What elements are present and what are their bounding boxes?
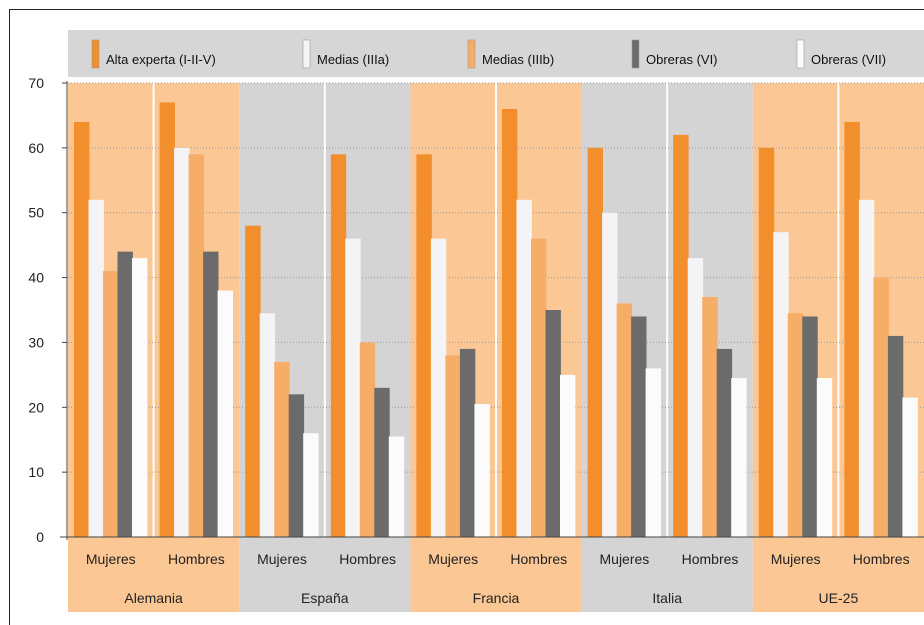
- bar: [288, 394, 305, 537]
- legend: Alta experta (I-II-V) Medias (IIIa) Medias…: [68, 30, 924, 77]
- bar: [816, 378, 833, 537]
- gender-label: Hombres: [510, 551, 567, 567]
- y-tick-label: 30: [28, 334, 44, 350]
- bar: [645, 368, 661, 537]
- country-label: Francia: [473, 590, 520, 606]
- bar: [359, 342, 376, 537]
- bar: [303, 433, 319, 537]
- legend-swatch: [467, 39, 476, 69]
- legend-swatch: [302, 39, 311, 69]
- bar: [74, 121, 90, 538]
- bar: [631, 316, 647, 537]
- chart-frame: [9, 9, 924, 625]
- legend-swatch: [91, 39, 100, 69]
- y-tick-label: 40: [28, 270, 44, 286]
- bar: [702, 297, 718, 537]
- bar: [174, 147, 190, 537]
- gender-label: Hombres: [168, 551, 225, 567]
- bar: [731, 378, 747, 537]
- bar: [502, 108, 518, 537]
- bar: [758, 147, 775, 537]
- bar: [459, 348, 476, 537]
- bar: [802, 316, 818, 537]
- bar: [445, 355, 461, 537]
- bar: [587, 147, 603, 537]
- bar: [716, 348, 733, 537]
- bar: [858, 199, 875, 537]
- gender-label: Mujeres: [428, 551, 478, 567]
- gender-label: Hombres: [853, 551, 910, 567]
- legend-label: Medias (IIIa): [317, 52, 389, 67]
- country-label: Italia: [652, 590, 682, 606]
- bar: [388, 436, 405, 537]
- bar: [887, 335, 904, 537]
- y-tick-label: 0: [36, 529, 44, 545]
- country-label: UE-25: [819, 590, 859, 606]
- bar: [330, 154, 347, 538]
- legend-label: Alta experta (I-II-V): [106, 52, 216, 67]
- bar: [844, 121, 860, 538]
- legend-swatch: [631, 39, 640, 69]
- y-tick-label: 10: [28, 464, 44, 480]
- legend-label: Obreras (VII): [811, 52, 886, 67]
- bar: [531, 238, 547, 537]
- bar: [773, 232, 789, 537]
- bar: [259, 313, 276, 537]
- bar: [103, 271, 119, 537]
- bar: [132, 258, 148, 537]
- bar: [88, 199, 104, 537]
- bar: [474, 404, 490, 537]
- bar: [345, 238, 361, 537]
- legend-label: Obreras (VI): [646, 52, 718, 67]
- y-tick-label: 50: [28, 205, 44, 221]
- bar: [687, 258, 704, 537]
- bar: [374, 387, 390, 537]
- bar: [117, 251, 133, 537]
- bar: [217, 290, 233, 537]
- bar: [602, 212, 618, 537]
- bars-layer: [74, 102, 918, 538]
- bar: [159, 102, 175, 537]
- bar: [416, 154, 432, 538]
- bar: [616, 303, 632, 537]
- bar: [188, 154, 204, 538]
- bar: [545, 310, 561, 537]
- bar: [203, 251, 219, 537]
- gender-label: Hombres: [682, 551, 739, 567]
- country-label: Alemania: [124, 590, 183, 606]
- bar: [516, 199, 532, 537]
- legend-swatch: [796, 39, 805, 69]
- gender-label: Mujeres: [86, 551, 136, 567]
- legend-background: [68, 30, 924, 77]
- bar: [245, 225, 261, 537]
- gender-label: Mujeres: [771, 551, 821, 567]
- bar: [873, 277, 889, 537]
- bar: [787, 313, 804, 537]
- bar: [560, 374, 576, 537]
- legend-label: Medias (IIIb): [482, 52, 554, 67]
- country-label: España: [301, 590, 349, 606]
- bar: [673, 134, 689, 537]
- y-tick-label: 70: [28, 75, 44, 91]
- gender-label: Hombres: [339, 551, 396, 567]
- axis-layer: 0 10 20 30 40 50 60 70 Mujeres Hombres Mujeres Homb…: [28, 75, 924, 606]
- bar: [902, 397, 918, 537]
- y-tick-label: 20: [28, 399, 44, 415]
- gender-label: Mujeres: [600, 551, 650, 567]
- bar: [274, 361, 290, 537]
- gender-label: Mujeres: [257, 551, 307, 567]
- bar: [430, 238, 447, 537]
- y-tick-label: 60: [28, 140, 44, 156]
